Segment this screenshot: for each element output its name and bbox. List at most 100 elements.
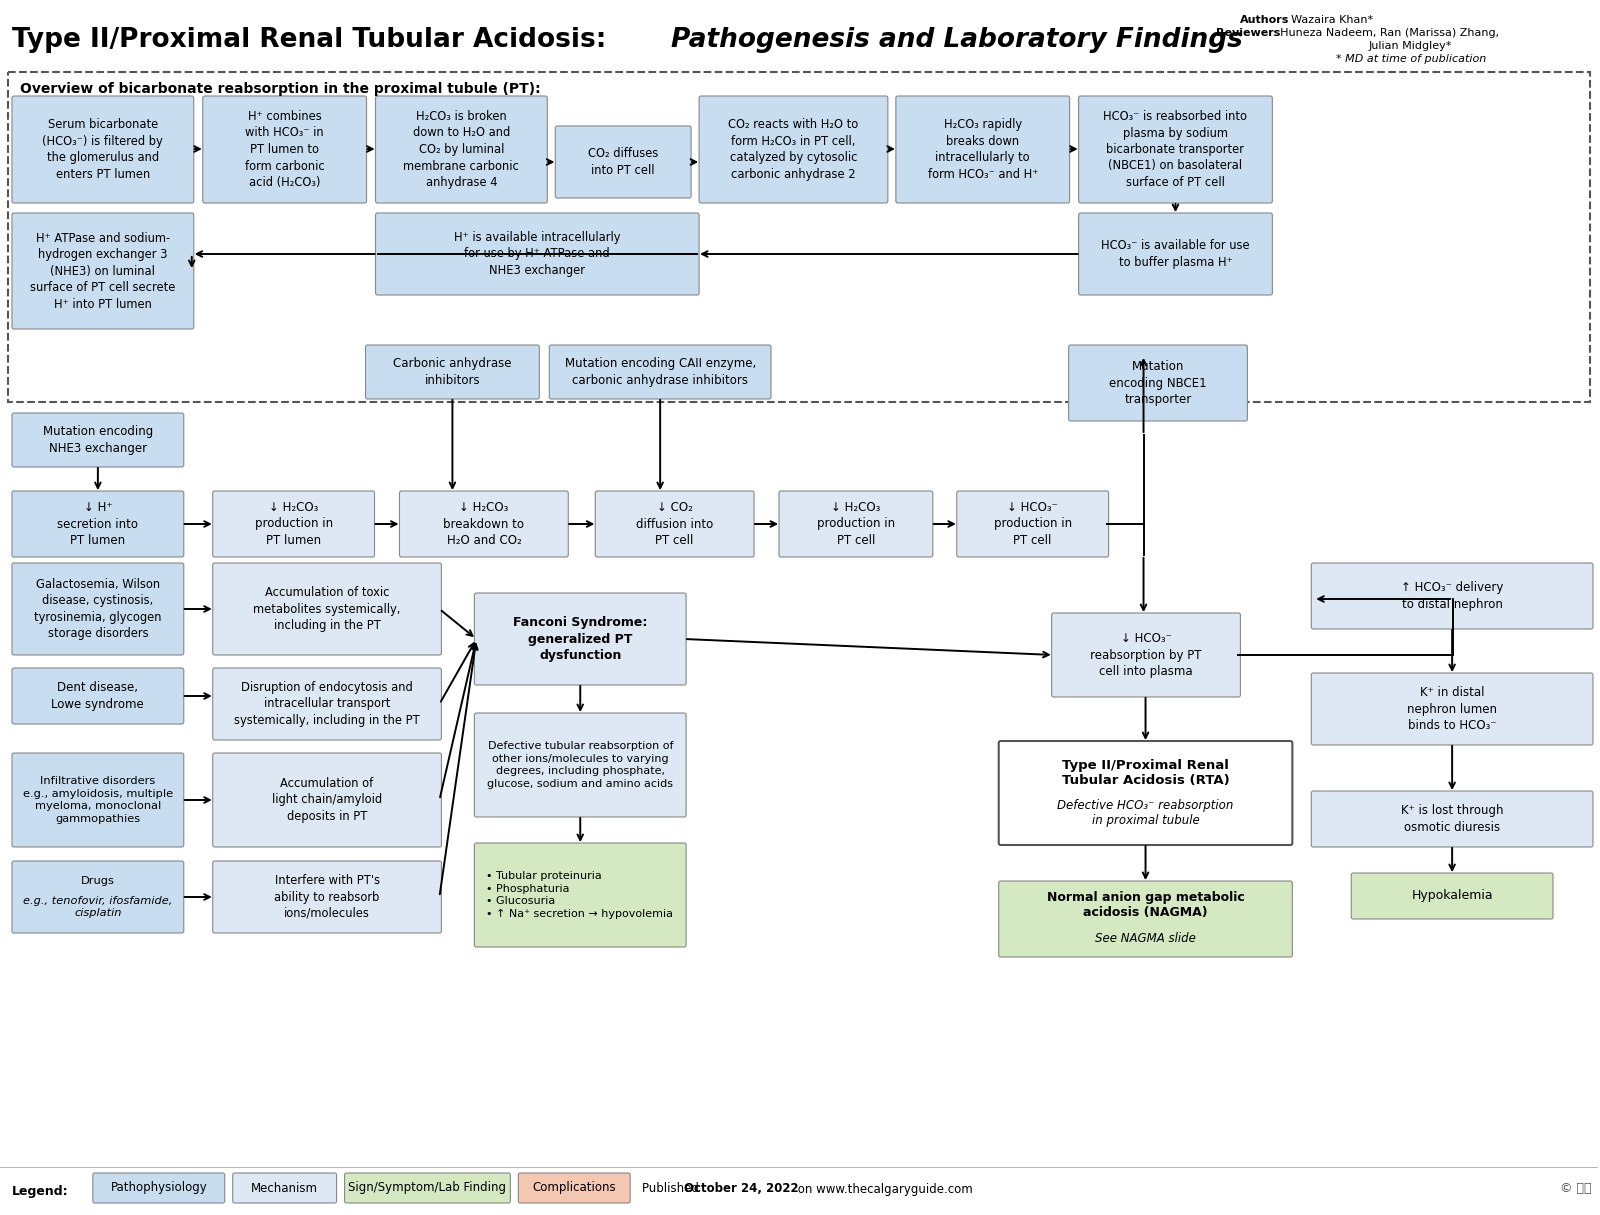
FancyBboxPatch shape [595,491,754,556]
Text: H⁺ is available intracellularly
for use by H⁺ ATPase and
NHE3 exchanger: H⁺ is available intracellularly for use … [454,231,621,277]
FancyBboxPatch shape [474,593,686,685]
Text: Mutation encoding
NHE3 exchanger: Mutation encoding NHE3 exchanger [43,425,154,454]
FancyBboxPatch shape [1312,673,1594,745]
Text: CO₂ reacts with H₂O to
form H₂CO₃ in PT cell,
catalyzed by cytosolic
carbonic an: CO₂ reacts with H₂O to form H₂CO₃ in PT … [728,118,859,181]
Text: Sign/Symptom/Lab Finding: Sign/Symptom/Lab Finding [349,1181,507,1194]
FancyBboxPatch shape [998,881,1293,957]
FancyBboxPatch shape [203,96,366,203]
Text: H⁺ ATPase and sodium-
hydrogen exchanger 3
(NHE3) on luminal
surface of PT cell : H⁺ ATPase and sodium- hydrogen exchanger… [30,232,176,311]
Text: Serum bicarbonate
(HCO₃⁻) is filtered by
the glomerulus and
enters PT lumen: Serum bicarbonate (HCO₃⁻) is filtered by… [43,118,163,181]
FancyBboxPatch shape [11,96,194,203]
Text: Overview of bicarbonate reabsorption in the proximal tubule (PT):: Overview of bicarbonate reabsorption in … [19,81,541,96]
FancyBboxPatch shape [344,1172,510,1203]
Text: ↓ H₂CO₃
production in
PT cell: ↓ H₂CO₃ production in PT cell [818,501,894,547]
Text: Type II/Proximal Renal
Tubular Acidosis (RTA): Type II/Proximal Renal Tubular Acidosis … [1062,759,1229,787]
Text: Normal anion gap metabolic
acidosis (NAGMA): Normal anion gap metabolic acidosis (NAG… [1046,891,1245,919]
Text: : Wazaira Khan*: : Wazaira Khan* [1285,15,1373,26]
Text: ↑ HCO₃⁻ delivery
to distal nephron: ↑ HCO₃⁻ delivery to distal nephron [1402,581,1504,611]
FancyBboxPatch shape [213,861,442,933]
FancyBboxPatch shape [365,345,539,399]
Text: * MD at time of publication: * MD at time of publication [1336,53,1486,64]
FancyBboxPatch shape [1312,791,1594,847]
Text: Mutation encoding CAII enzyme,
carbonic anhydrase inhibitors: Mutation encoding CAII enzyme, carbonic … [565,357,755,386]
Text: ↓ HCO₃⁻
production in
PT cell: ↓ HCO₃⁻ production in PT cell [994,501,1072,547]
Text: : Huneza Nadeem, Ran (Marissa) Zhang,: : Huneza Nadeem, Ran (Marissa) Zhang, [1274,28,1499,38]
FancyBboxPatch shape [213,563,442,655]
Text: ↓ CO₂
diffusion into
PT cell: ↓ CO₂ diffusion into PT cell [637,501,714,547]
Text: Hypokalemia: Hypokalemia [1411,889,1493,903]
Text: October 24, 2022: October 24, 2022 [685,1182,798,1196]
FancyBboxPatch shape [779,491,933,556]
Text: See NAGMA slide: See NAGMA slide [1094,932,1195,944]
FancyBboxPatch shape [957,491,1109,556]
Text: Mechanism: Mechanism [251,1181,318,1194]
Text: Interfere with PT's
ability to reabsorb
ions/molecules: Interfere with PT's ability to reabsorb … [274,874,379,920]
FancyBboxPatch shape [11,668,184,724]
FancyBboxPatch shape [11,563,184,655]
FancyBboxPatch shape [518,1172,630,1203]
FancyBboxPatch shape [555,126,691,198]
Text: Complications: Complications [533,1181,616,1194]
Text: Reviewers: Reviewers [1216,28,1282,38]
FancyBboxPatch shape [474,713,686,816]
Text: Legend:: Legend: [11,1185,69,1198]
FancyBboxPatch shape [213,668,442,740]
Text: CO₂ diffuses
into PT cell: CO₂ diffuses into PT cell [589,147,658,176]
FancyBboxPatch shape [11,491,184,556]
Text: Defective HCO₃⁻ reabsorption
in proximal tubule: Defective HCO₃⁻ reabsorption in proximal… [1058,799,1234,827]
FancyBboxPatch shape [699,96,888,203]
FancyBboxPatch shape [8,72,1590,402]
FancyBboxPatch shape [1078,213,1272,295]
Text: © ⓈⓃ: © ⓈⓃ [1560,1182,1592,1196]
Text: Drugs: Drugs [82,876,115,886]
FancyBboxPatch shape [213,753,442,847]
Text: Carbonic anhydrase
inhibitors: Carbonic anhydrase inhibitors [394,357,512,386]
FancyBboxPatch shape [11,413,184,467]
Text: Galactosemia, Wilson
disease, cystinosis,
tyrosinemia, glycogen
storage disorder: Galactosemia, Wilson disease, cystinosis… [34,578,162,640]
FancyBboxPatch shape [1312,563,1594,629]
Text: Published: Published [642,1182,702,1196]
FancyBboxPatch shape [896,96,1070,203]
Text: ↓ H⁺
secretion into
PT lumen: ↓ H⁺ secretion into PT lumen [58,501,138,547]
FancyBboxPatch shape [1352,874,1554,919]
FancyBboxPatch shape [1051,614,1240,697]
Text: Disruption of endocytosis and
intracellular transport
systemically, including in: Disruption of endocytosis and intracellu… [234,680,419,727]
FancyBboxPatch shape [400,491,568,556]
Text: Pathogenesis and Laboratory Findings: Pathogenesis and Laboratory Findings [670,27,1243,53]
FancyBboxPatch shape [376,213,699,295]
FancyBboxPatch shape [1069,345,1248,422]
Text: Dent disease,
Lowe syndrome: Dent disease, Lowe syndrome [51,682,144,711]
FancyBboxPatch shape [376,96,547,203]
Text: Pathophysiology: Pathophysiology [110,1181,206,1194]
Text: Infiltrative disorders
e.g., amyloidosis, multiple
myeloma, monoclonal
gammopath: Infiltrative disorders e.g., amyloidosis… [22,776,173,824]
Text: K⁺ in distal
nephron lumen
binds to HCO₃⁻: K⁺ in distal nephron lumen binds to HCO₃… [1406,686,1498,731]
Text: Mutation
encoding NBCE1
transporter: Mutation encoding NBCE1 transporter [1109,360,1206,406]
FancyBboxPatch shape [474,843,686,946]
Text: on www.thecalgaryguide.com: on www.thecalgaryguide.com [794,1182,973,1196]
Text: e.g., tenofovir, ifosfamide,
cisplatin: e.g., tenofovir, ifosfamide, cisplatin [22,897,173,917]
FancyBboxPatch shape [998,741,1293,844]
Text: ↓ H₂CO₃
breakdown to
H₂O and CO₂: ↓ H₂CO₃ breakdown to H₂O and CO₂ [443,501,525,547]
Text: Julian Midgley*: Julian Midgley* [1368,41,1451,51]
Text: Type II/Proximal Renal Tubular Acidosis:: Type II/Proximal Renal Tubular Acidosis: [11,27,616,53]
FancyBboxPatch shape [11,753,184,847]
FancyBboxPatch shape [213,491,374,556]
FancyBboxPatch shape [1078,96,1272,203]
Text: H₂CO₃ is broken
down to H₂O and
CO₂ by luminal
membrane carbonic
anhydrase 4: H₂CO₃ is broken down to H₂O and CO₂ by l… [403,111,520,190]
Text: H⁺ combines
with HCO₃⁻ in
PT lumen to
form carbonic
acid (H₂CO₃): H⁺ combines with HCO₃⁻ in PT lumen to fo… [245,111,325,190]
Text: Accumulation of toxic
metabolites systemically,
including in the PT: Accumulation of toxic metabolites system… [253,586,400,632]
Text: Defective tubular reabsorption of
other ions/molecules to varying
degrees, inclu: Defective tubular reabsorption of other … [488,741,674,790]
Text: ↓ HCO₃⁻
reabsorption by PT
cell into plasma: ↓ HCO₃⁻ reabsorption by PT cell into pla… [1090,632,1202,678]
FancyBboxPatch shape [232,1172,336,1203]
Text: • Tubular proteinuria
• Phosphaturia
• Glucosuria
• ↑ Na⁺ secretion → hypovolemi: • Tubular proteinuria • Phosphaturia • G… [486,871,674,920]
FancyBboxPatch shape [11,861,184,933]
Text: H₂CO₃ rapidly
breaks down
intracellularly to
form HCO₃⁻ and H⁺: H₂CO₃ rapidly breaks down intracellularl… [928,118,1038,181]
Text: HCO₃⁻ is available for use
to buffer plasma H⁺: HCO₃⁻ is available for use to buffer pla… [1101,239,1250,269]
Text: ↓ H₂CO₃
production in
PT lumen: ↓ H₂CO₃ production in PT lumen [254,501,333,547]
FancyBboxPatch shape [11,213,194,329]
Text: Accumulation of
light chain/amyloid
deposits in PT: Accumulation of light chain/amyloid depo… [272,778,382,823]
Text: Authors: Authors [1240,15,1290,26]
FancyBboxPatch shape [549,345,771,399]
Text: Fanconi Syndrome:
generalized PT
dysfunction: Fanconi Syndrome: generalized PT dysfunc… [514,616,648,662]
FancyBboxPatch shape [93,1172,224,1203]
